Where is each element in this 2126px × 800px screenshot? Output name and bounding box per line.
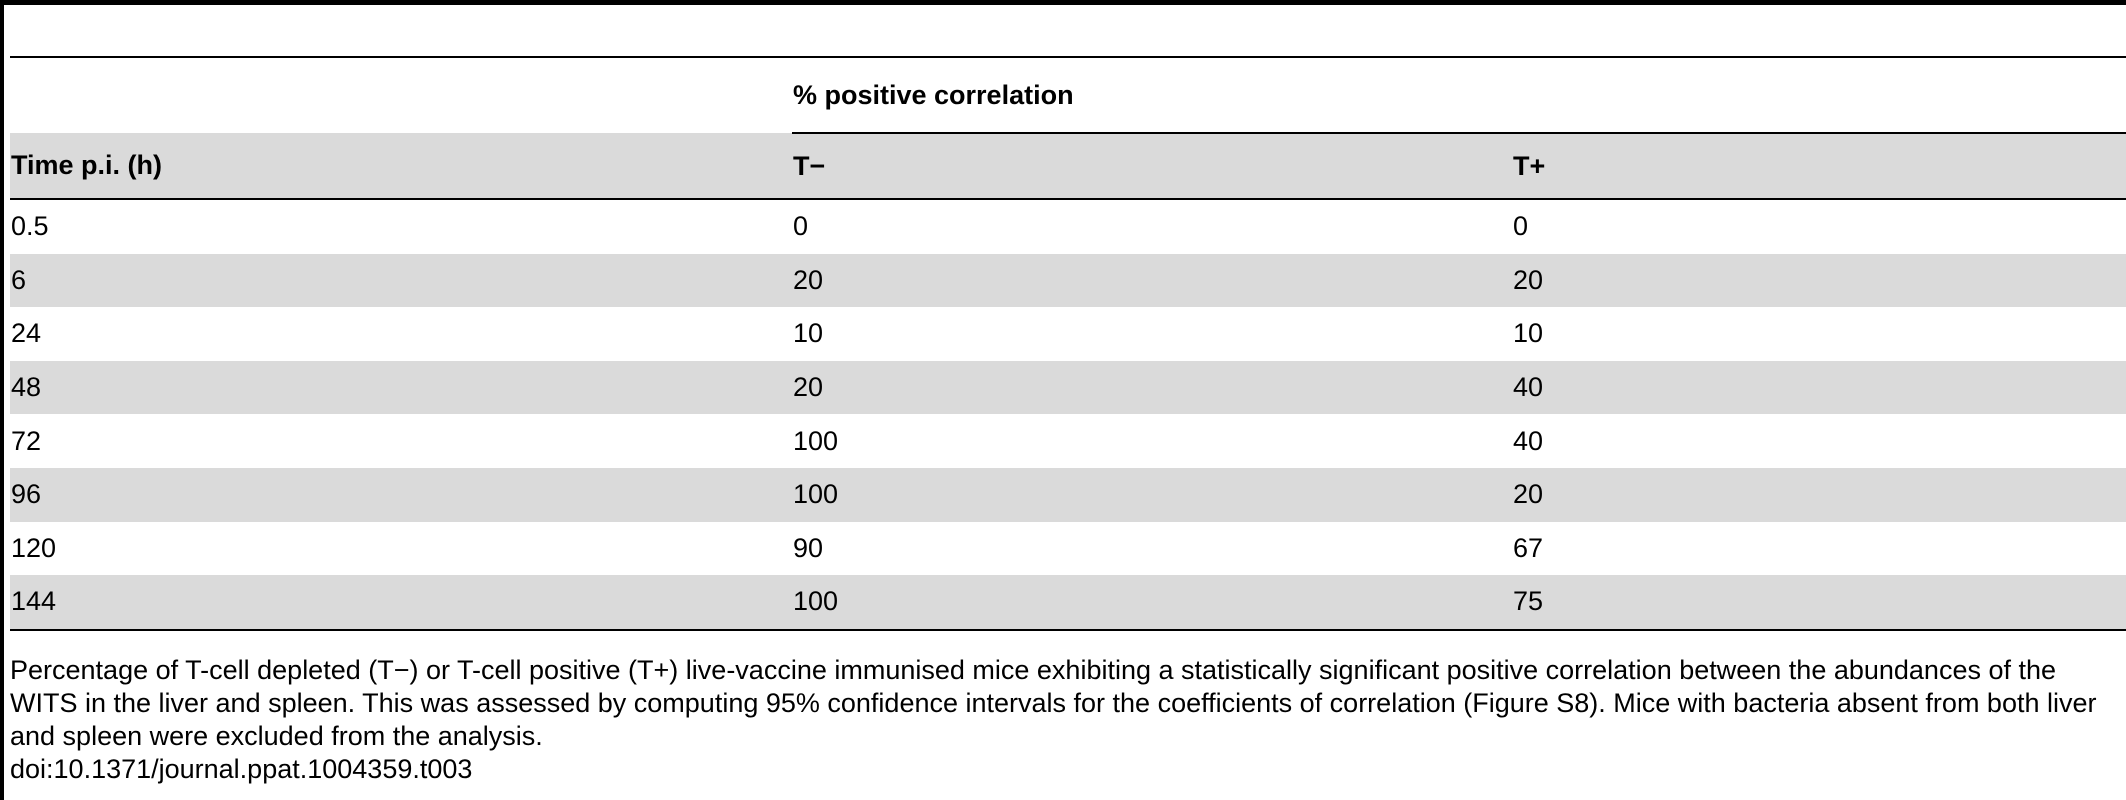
cell-time: 6: [10, 253, 792, 308]
group-header-row: % positive correlation: [10, 56, 2126, 134]
cell-time: 24: [11, 318, 42, 349]
cell-t-minus: 100: [792, 467, 1512, 522]
table-row: 6 20 20: [10, 253, 2126, 308]
column-header-time: Time p.i. (h): [10, 133, 792, 200]
doi-link[interactable]: doi:10.1371/journal.ppat.1004359.t003: [10, 754, 473, 784]
table-row: 72 100 40: [10, 414, 2126, 468]
top-rule: [0, 0, 2126, 5]
cell-t-minus: 100: [793, 425, 839, 456]
cell-t-minus: 90: [793, 532, 824, 563]
cell-time: 120: [11, 532, 57, 563]
table-row: 144 100 75: [10, 575, 2126, 631]
cell-t-plus: 10: [1513, 318, 1544, 349]
group-header-spacer: [10, 56, 792, 133]
cell-time: 0.5: [11, 211, 49, 242]
group-header-label: % positive correlation: [792, 56, 2126, 134]
table-row: 24 10 10: [10, 307, 2126, 361]
table-row: 0.5 0 0: [10, 199, 2126, 254]
column-header-row: Time p.i. (h) T− T+: [10, 133, 2126, 200]
cell-t-minus: 20: [792, 360, 1512, 415]
correlation-table: % positive correlation Time p.i. (h) T− …: [10, 56, 2126, 631]
cell-t-plus: 67: [1513, 532, 1544, 563]
table-row: 48 20 40: [10, 360, 2126, 415]
cell-time: 96: [10, 467, 792, 522]
table-row: 96 100 20: [10, 467, 2126, 522]
cell-t-minus: 100: [792, 575, 1512, 631]
table-caption: Percentage of T-cell depleted (T−) or T-…: [10, 655, 2097, 751]
cell-t-plus: 40: [1512, 360, 2126, 415]
cell-t-minus: 20: [792, 253, 1512, 308]
data-table-container: % positive correlation Time p.i. (h) T− …: [10, 56, 2126, 631]
column-header-t-plus: T+: [1512, 133, 2126, 200]
column-header-t-minus: T−: [792, 133, 1512, 200]
cell-t-plus: 0: [1513, 211, 1529, 242]
left-rule: [0, 0, 4, 800]
cell-t-plus: 20: [1512, 253, 2126, 308]
cell-t-plus: 20: [1512, 467, 2126, 522]
cell-t-minus: 10: [793, 318, 824, 349]
cell-t-plus: 75: [1512, 575, 2126, 631]
cell-time: 48: [10, 360, 792, 415]
table-row: 120 90 67: [10, 522, 2126, 576]
cell-time: 72: [11, 425, 42, 456]
cell-time: 144: [10, 575, 792, 631]
cell-t-minus: 0: [793, 211, 809, 242]
cell-t-plus: 40: [1513, 425, 1544, 456]
